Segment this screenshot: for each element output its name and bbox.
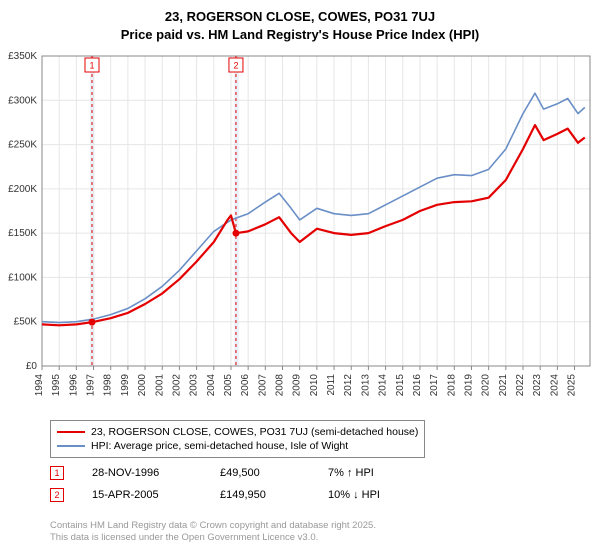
svg-text:2006: 2006 — [240, 374, 251, 397]
legend-row-property: 23, ROGERSON CLOSE, COWES, PO31 7UJ (sem… — [57, 425, 418, 439]
svg-text:2015: 2015 — [395, 374, 406, 397]
datapoint-price: £149,950 — [220, 489, 300, 501]
svg-text:2003: 2003 — [189, 374, 200, 397]
svg-text:2: 2 — [233, 61, 238, 71]
svg-text:£300K: £300K — [8, 95, 37, 106]
svg-text:£0: £0 — [26, 361, 38, 372]
svg-text:2001: 2001 — [154, 374, 165, 397]
svg-text:2013: 2013 — [360, 374, 371, 397]
svg-text:2002: 2002 — [171, 374, 182, 397]
svg-text:1997: 1997 — [86, 374, 97, 397]
svg-text:1: 1 — [89, 61, 94, 71]
svg-text:2012: 2012 — [343, 374, 354, 397]
svg-text:2020: 2020 — [481, 374, 492, 397]
datapoint-marker: 2 — [50, 488, 64, 502]
svg-text:2019: 2019 — [463, 374, 474, 397]
datapoint-row: 2 15-APR-2005 £149,950 10% ↓ HPI — [50, 484, 428, 506]
datapoint-date: 28-NOV-1996 — [92, 467, 192, 479]
datapoint-date: 15-APR-2005 — [92, 489, 192, 501]
svg-text:2010: 2010 — [309, 374, 320, 397]
svg-text:2004: 2004 — [206, 374, 217, 397]
svg-text:2024: 2024 — [549, 374, 560, 397]
sale-datapoints: 1 28-NOV-1996 £49,500 7% ↑ HPI 2 15-APR-… — [50, 462, 428, 506]
svg-text:2005: 2005 — [223, 374, 234, 397]
svg-text:2018: 2018 — [446, 374, 457, 397]
price-chart: £0 £50K £100K £150K £200K £250K £300K £350K 1994… — [0, 48, 600, 408]
svg-text:2007: 2007 — [257, 374, 268, 397]
svg-text:£100K: £100K — [8, 272, 37, 283]
attribution-line2: This data is licensed under the Open Gov… — [50, 532, 376, 544]
datapoint-price: £49,500 — [220, 467, 300, 479]
datapoint-row: 1 28-NOV-1996 £49,500 7% ↑ HPI — [50, 462, 428, 484]
svg-text:£200K: £200K — [8, 184, 37, 195]
legend-swatch-hpi — [57, 445, 85, 447]
legend-swatch-property — [57, 431, 85, 433]
legend-row-hpi: HPI: Average price, semi-detached house,… — [57, 439, 418, 453]
legend-label-property: 23, ROGERSON CLOSE, COWES, PO31 7UJ (sem… — [91, 426, 418, 438]
datapoint-marker: 1 — [50, 466, 64, 480]
datapoint-delta: 10% ↓ HPI — [328, 489, 428, 501]
svg-text:1998: 1998 — [103, 374, 114, 397]
svg-text:1999: 1999 — [120, 374, 131, 397]
svg-text:2009: 2009 — [292, 374, 303, 397]
attribution-text: Contains HM Land Registry data © Crown c… — [50, 520, 376, 545]
svg-text:2021: 2021 — [498, 374, 509, 397]
svg-text:£150K: £150K — [8, 228, 37, 239]
attribution-line1: Contains HM Land Registry data © Crown c… — [50, 520, 376, 532]
chart-title-line1: 23, ROGERSON CLOSE, COWES, PO31 7UJ — [0, 8, 600, 26]
svg-text:2014: 2014 — [378, 374, 389, 397]
svg-text:2008: 2008 — [275, 374, 286, 397]
svg-text:1995: 1995 — [51, 374, 62, 397]
chart-title-line2: Price paid vs. HM Land Registry's House … — [0, 26, 600, 44]
chart-legend: 23, ROGERSON CLOSE, COWES, PO31 7UJ (sem… — [50, 420, 425, 458]
svg-text:1996: 1996 — [68, 374, 79, 397]
svg-text:2011: 2011 — [326, 374, 337, 396]
svg-text:1994: 1994 — [34, 374, 45, 397]
datapoint-delta: 7% ↑ HPI — [328, 467, 428, 479]
legend-label-hpi: HPI: Average price, semi-detached house,… — [91, 440, 348, 452]
svg-text:2016: 2016 — [412, 374, 423, 397]
svg-text:2025: 2025 — [567, 374, 578, 397]
svg-text:£350K: £350K — [8, 51, 37, 62]
svg-text:£250K: £250K — [8, 140, 37, 151]
svg-text:£50K: £50K — [14, 317, 38, 328]
svg-text:2017: 2017 — [429, 374, 440, 397]
svg-text:2022: 2022 — [515, 374, 526, 397]
svg-text:2000: 2000 — [137, 374, 148, 397]
svg-text:2023: 2023 — [532, 374, 543, 397]
